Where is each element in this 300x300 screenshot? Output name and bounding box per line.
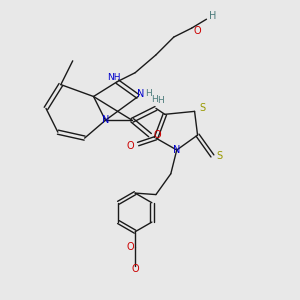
Text: O: O bbox=[194, 26, 201, 36]
Text: O: O bbox=[127, 242, 134, 252]
Text: H: H bbox=[157, 97, 164, 106]
Text: S: S bbox=[199, 103, 205, 113]
Text: N: N bbox=[102, 115, 109, 125]
Text: S: S bbox=[217, 151, 223, 161]
Text: H: H bbox=[145, 89, 152, 98]
Text: NH: NH bbox=[108, 73, 121, 82]
Text: N: N bbox=[137, 88, 145, 98]
Text: N: N bbox=[173, 145, 180, 155]
Text: O: O bbox=[127, 140, 134, 151]
Text: H: H bbox=[151, 95, 158, 104]
Text: O: O bbox=[131, 264, 139, 274]
Text: O: O bbox=[154, 130, 161, 140]
Text: H: H bbox=[209, 11, 216, 21]
